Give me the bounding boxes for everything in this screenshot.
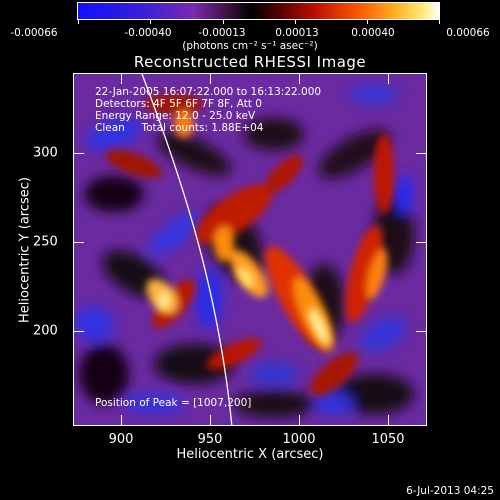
- y-tick-label: 250: [33, 234, 58, 250]
- y-tick-label: 200: [33, 323, 58, 339]
- rhessi-image: [74, 74, 426, 425]
- info-detectors: Detectors: 4F 5F 6F 7F 8F, Att 0: [95, 98, 262, 110]
- x-tick-label: 1050: [371, 432, 405, 447]
- info-time-range: 22-Jan-2005 16:07:22.000 to 16:13:22.000: [95, 86, 322, 98]
- y-tick-label: 300: [33, 145, 58, 161]
- x-tick-label: 1000: [282, 432, 316, 447]
- colorbar-units: (photons cm⁻² s⁻¹ asec⁻²): [182, 40, 318, 52]
- info-energy-range: Energy Range: 12.0 - 25.0 keV: [95, 110, 256, 122]
- colorbar-tick-label: 0.00040: [351, 27, 395, 39]
- info-peak-position: Position of Peak = [1007,200]: [95, 397, 252, 409]
- colorbar-tick-label: 0.00066: [446, 27, 490, 39]
- info-clean-counts: Clean Total counts: 1.88E+04: [95, 122, 264, 134]
- timestamp: 6-Jul-2013 04:25: [406, 485, 494, 497]
- image-plot: [73, 73, 427, 426]
- plot-title: Reconstructed RHESSI Image: [133, 53, 367, 71]
- colorbar-tick-label: -0.00066: [10, 27, 58, 39]
- colorbar: [77, 2, 440, 20]
- solar-limb-line: [141, 74, 233, 425]
- y-axis-title: Heliocentric Y (arcsec): [17, 177, 33, 323]
- x-axis-title: Heliocentric X (arcsec): [176, 447, 324, 462]
- x-tick-label: 900: [108, 432, 134, 447]
- colorbar-tick-label: -0.00013: [198, 27, 246, 39]
- x-tick-label: 950: [197, 432, 223, 447]
- colorbar-tick-label: -0.00040: [124, 27, 172, 39]
- colorbar-tick-label: 0.00013: [275, 27, 319, 39]
